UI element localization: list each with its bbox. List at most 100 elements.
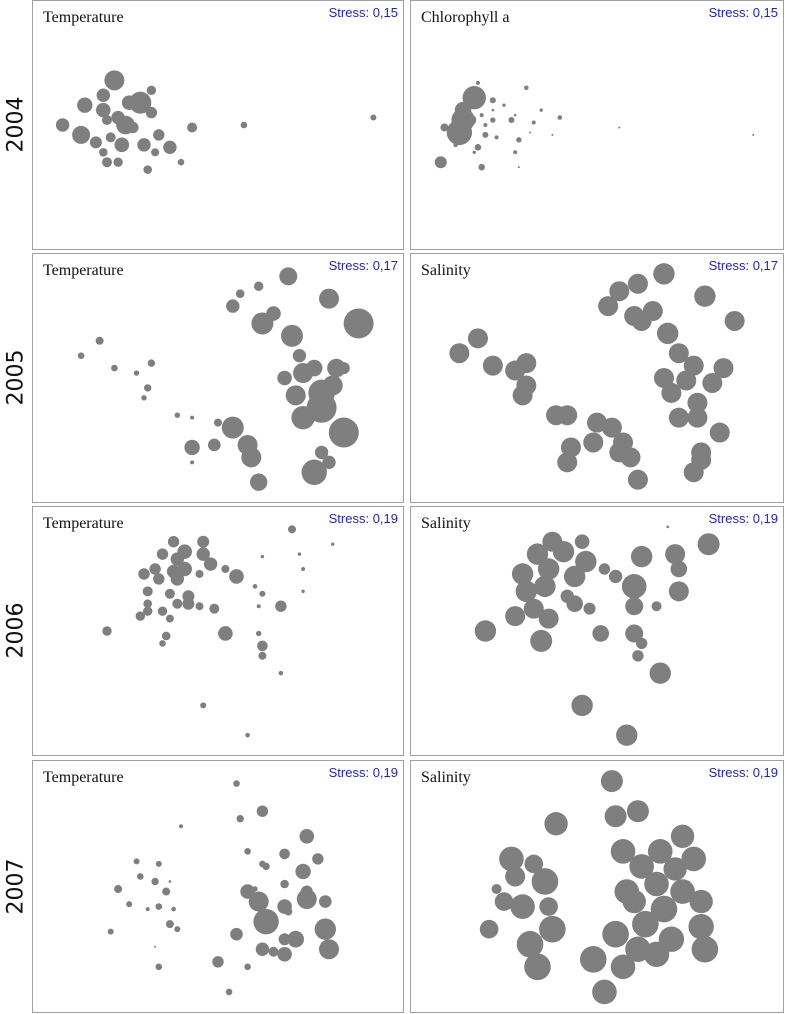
bubble-point bbox=[149, 563, 161, 575]
bubble-point bbox=[137, 873, 144, 880]
bubble-point bbox=[604, 805, 627, 828]
panel-2005-salinity: Salinity Stress: 0,17 bbox=[410, 253, 784, 503]
bubble-point bbox=[505, 606, 526, 627]
bubble-point bbox=[145, 106, 158, 119]
bubble-point bbox=[670, 824, 695, 848]
bubble-point bbox=[279, 848, 290, 860]
bubble-point bbox=[257, 640, 268, 652]
bubble-point bbox=[724, 310, 745, 331]
bubble-point bbox=[513, 150, 518, 155]
bubble-point bbox=[583, 432, 604, 453]
year-label-2007: 2007 bbox=[2, 760, 30, 1012]
bubble-point bbox=[288, 525, 296, 534]
bubble-point bbox=[250, 473, 268, 491]
bubble-point bbox=[121, 95, 137, 110]
bubble-point bbox=[277, 946, 292, 962]
bubble-point bbox=[77, 97, 93, 113]
year-text: 2007 bbox=[3, 858, 29, 914]
bubble-point bbox=[305, 359, 323, 377]
bubble-plot bbox=[107, 780, 339, 996]
bubble-point bbox=[630, 545, 653, 568]
bubble-point bbox=[260, 554, 265, 559]
bubble-point bbox=[170, 552, 184, 566]
bubble-point bbox=[299, 829, 315, 844]
bubble-point bbox=[301, 589, 305, 594]
bubble-point bbox=[127, 121, 139, 134]
bubble-point bbox=[241, 447, 262, 468]
bubble-point bbox=[114, 885, 123, 894]
bubble-point bbox=[280, 879, 289, 889]
bubble-point bbox=[479, 919, 499, 939]
bubble-point bbox=[296, 889, 317, 910]
bubble-point bbox=[491, 884, 502, 895]
bubble-point bbox=[245, 732, 250, 738]
bubble-point bbox=[113, 157, 123, 167]
bubble-point bbox=[253, 908, 279, 935]
panel-title: Temperature bbox=[43, 515, 124, 532]
bubble-point bbox=[258, 651, 267, 660]
bubble-point bbox=[143, 606, 153, 616]
panel-2007-salinity: Salinity Stress: 0,19 bbox=[410, 760, 784, 1013]
bubble-point bbox=[661, 382, 682, 403]
bubble-point bbox=[434, 156, 447, 169]
bubble-point bbox=[552, 540, 575, 563]
bubble-point bbox=[319, 939, 339, 960]
bubble-point bbox=[174, 412, 180, 418]
bubble-point bbox=[592, 625, 610, 642]
bubble-point bbox=[244, 963, 251, 971]
bubble-point bbox=[164, 588, 175, 599]
stress-label: Stress: 0,19 bbox=[328, 765, 398, 780]
bubble-point bbox=[171, 906, 176, 912]
bubble-point bbox=[539, 897, 558, 916]
bubble-point bbox=[331, 542, 335, 546]
bubble-point bbox=[608, 569, 623, 584]
bubble-point bbox=[162, 887, 171, 896]
bubble-point bbox=[343, 308, 374, 339]
bubble-point bbox=[491, 108, 495, 112]
bubble-point bbox=[752, 133, 755, 136]
bubble-point bbox=[670, 879, 695, 904]
bubble-point bbox=[653, 263, 675, 285]
panel-2004-chlorophyll: Chlorophyll a Stress: 0,15 bbox=[410, 0, 784, 250]
bubble-point bbox=[538, 608, 559, 629]
bubble-point bbox=[312, 853, 324, 865]
bubble-point bbox=[625, 624, 644, 643]
bubble-point bbox=[168, 880, 172, 883]
bubble-plot bbox=[449, 263, 745, 490]
bubble-point bbox=[464, 114, 477, 126]
bubble-point bbox=[610, 839, 636, 864]
bubble-point bbox=[687, 407, 708, 428]
bubble-point bbox=[287, 930, 304, 948]
bubble-point bbox=[523, 598, 544, 619]
bubble-point bbox=[691, 935, 719, 963]
bubble-point bbox=[291, 405, 315, 430]
bubble-point bbox=[697, 533, 720, 556]
bubble-point bbox=[475, 80, 480, 85]
bubble-point bbox=[165, 920, 174, 929]
bubble-point bbox=[370, 114, 377, 121]
bubble-point bbox=[653, 368, 674, 388]
bubble-point bbox=[530, 629, 553, 652]
bubble-point bbox=[174, 926, 181, 933]
bubble-point bbox=[145, 907, 150, 912]
panel-2005-temperature: Temperature Stress: 0,17 bbox=[32, 253, 404, 503]
bubble-point bbox=[651, 601, 662, 612]
bubble-point bbox=[102, 626, 112, 636]
bubble-point bbox=[155, 860, 162, 867]
bubble-point bbox=[563, 565, 586, 588]
bubble-point bbox=[440, 123, 449, 132]
bubble-point bbox=[631, 310, 652, 331]
bubble-point bbox=[516, 930, 544, 958]
bubble-point bbox=[233, 780, 240, 787]
bubble-point bbox=[616, 724, 638, 746]
bubble-point bbox=[163, 140, 177, 155]
bubble-point bbox=[114, 137, 130, 153]
bubble-point bbox=[627, 273, 648, 294]
bubble-point bbox=[635, 637, 648, 650]
bubble-point bbox=[208, 438, 221, 452]
bubble-point bbox=[665, 544, 686, 565]
stress-label: Stress: 0,19 bbox=[328, 511, 398, 526]
bubble-point bbox=[212, 956, 224, 968]
bubble-point bbox=[275, 600, 287, 612]
bubble-point bbox=[557, 405, 578, 426]
